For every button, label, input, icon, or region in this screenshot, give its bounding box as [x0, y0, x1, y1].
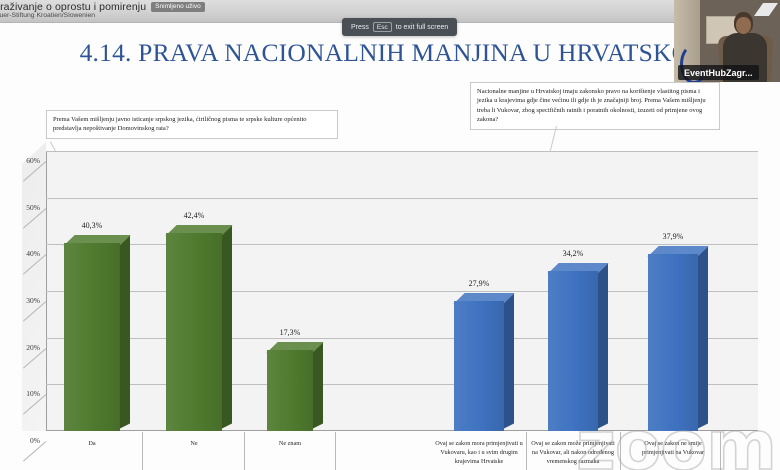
- chart-bar-side: [222, 225, 232, 429]
- esc-key-chip: Esc: [372, 22, 392, 33]
- chart-bar: 42,4%: [165, 211, 233, 431]
- video-person-face: [736, 17, 751, 34]
- chart-bar: 17,3%: [266, 328, 324, 431]
- chart-bar-value-label: 42,4%: [183, 211, 205, 221]
- x-axis-separator: [620, 432, 621, 470]
- y-axis-tick-label: 40%: [26, 249, 40, 259]
- chart-bar: 37,9%: [647, 232, 709, 431]
- chart-bar-front: [166, 233, 222, 431]
- chart-bar-side: [504, 293, 514, 429]
- y-axis-tick-label: 60%: [26, 156, 40, 165]
- participant-name-label: EventHubZagr...: [678, 65, 759, 80]
- chart-3d-side-wall: [22, 142, 46, 431]
- x-axis-separator: [526, 432, 527, 470]
- chart-bar: 40,3%: [63, 221, 131, 431]
- chart-bar-side: [598, 263, 608, 429]
- chart-bar-front: [267, 350, 313, 431]
- chart-bar-side: [698, 246, 708, 429]
- gridline: [46, 337, 758, 339]
- gridline: [46, 384, 758, 386]
- chart-bar-value-label: 17,3%: [279, 328, 301, 338]
- gridline: [46, 151, 758, 152]
- x-axis-category-label: Ne: [190, 440, 198, 447]
- y-axis-tick-label: 50%: [26, 202, 40, 212]
- shared-slide: 4.14. PRAVA NACIONALNIH MANJINA U HRVATS…: [0, 22, 780, 470]
- esc-banner-suffix: to exit full screen: [395, 23, 449, 31]
- x-axis-category-label: Ne znam: [278, 440, 302, 447]
- chart-bar-front: [648, 254, 698, 431]
- question-callout-left: Prema Vašem mišljenju javno isticanje sr…: [46, 110, 338, 139]
- meeting-title: ...traživanje o oprostu i pomirenju: [0, 1, 147, 13]
- esc-banner-prefix: Press: [351, 23, 369, 31]
- y-axis-tick-label: 0%: [30, 436, 40, 445]
- chart-bar-side: [120, 235, 130, 429]
- chart-bar: 27,9%: [453, 279, 515, 431]
- chart-bar-side: [313, 342, 323, 429]
- x-axis-category-label: Ovaj se zakon može primjenjivati na Vuko…: [531, 440, 615, 465]
- bar-chart: 0% 10% 20% 30% 40% 50% 60% 40,3% 42,4% 17,3% 27,9…: [0, 142, 780, 470]
- y-axis-tick-label: 20%: [26, 342, 40, 352]
- question-callout-right: Nacionalne manjine u Hrvatskoj imaju zak…: [470, 82, 720, 130]
- meeting-title-row: ...traživanje o oprostu i pomirenju Snim…: [0, 1, 205, 13]
- gridline: [46, 244, 758, 246]
- chart-bar-value-label: 37,9%: [662, 232, 684, 242]
- x-axis-separator: [720, 432, 721, 470]
- chart-bar: 34,2%: [547, 249, 609, 431]
- gridline: [46, 197, 758, 199]
- x-axis-separator: [142, 432, 143, 470]
- chart-bar-front: [548, 271, 598, 431]
- exit-fullscreen-banner[interactable]: Press Esc to exit full screen: [342, 18, 458, 37]
- video-decoration-arc: [680, 44, 708, 82]
- recording-live-badge: Snimljeno uživo: [151, 1, 205, 12]
- x-axis-separator: [244, 432, 245, 470]
- x-axis-separator: [335, 432, 336, 470]
- chart-bar-front: [454, 300, 504, 431]
- participant-video-tile[interactable]: EventHubZagr...: [674, 0, 780, 82]
- x-axis-category-label: Da: [88, 440, 96, 447]
- x-axis-category-label: Ovaj se zakon mora primjenjivati u Vukov…: [435, 440, 523, 465]
- y-axis-tick-label: 10%: [26, 389, 40, 399]
- x-axis-category-label: Ovaj se zakon ne smije primjenjivati na …: [641, 440, 705, 456]
- chart-bar-value-label: 34,2%: [562, 249, 584, 259]
- slide-title: 4.14. PRAVA NACIONALNIH MANJINA U HRVATS…: [79, 38, 701, 67]
- chart-bar-front: [64, 242, 120, 431]
- chart-bar-value-label: 40,3%: [81, 220, 103, 230]
- gridline: [46, 291, 758, 292]
- meeting-subtitle: ...auer-Stiftung Kroatien/Slowenien: [0, 12, 96, 19]
- chart-bar-value-label: 27,9%: [468, 278, 490, 288]
- y-axis-tick-label: 30%: [26, 296, 40, 305]
- chart-y-axis-labels: 0% 10% 20% 30% 40% 50% 60%: [0, 142, 40, 445]
